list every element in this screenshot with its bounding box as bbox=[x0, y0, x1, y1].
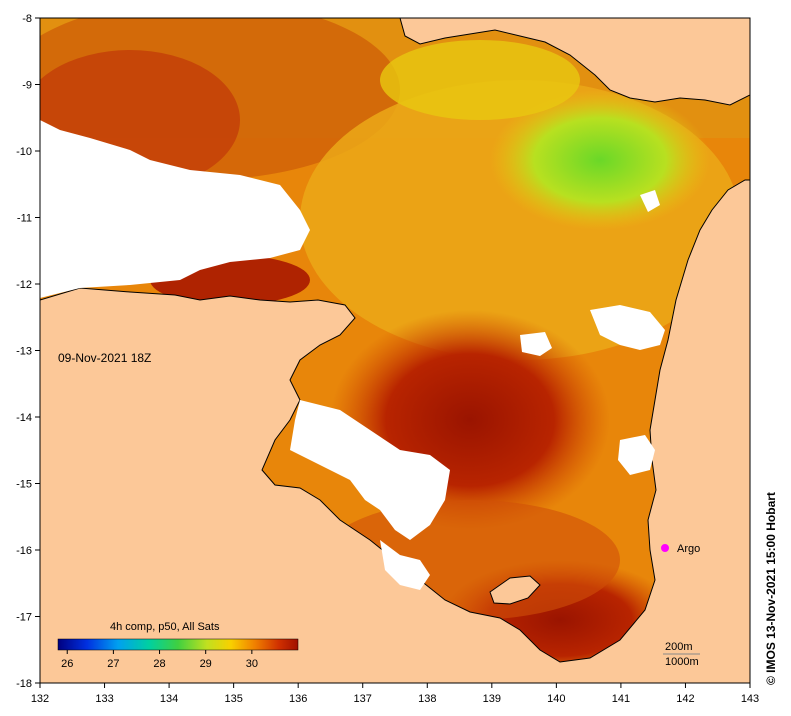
y-tick-label: -18 bbox=[16, 678, 32, 690]
cloud-mid bbox=[520, 332, 552, 356]
cloud-northeast bbox=[640, 190, 660, 212]
land-new-guinea bbox=[399, 18, 750, 106]
cloud-south-2 bbox=[380, 540, 430, 590]
x-tick-label: 139 bbox=[483, 693, 501, 705]
y-tick-label: -16 bbox=[16, 545, 32, 557]
y-tick-label: -8 bbox=[22, 13, 32, 25]
y-tick-label: -13 bbox=[16, 346, 32, 358]
contour-1000m: 1000m bbox=[665, 656, 699, 668]
x-tick-label: 135 bbox=[224, 693, 242, 705]
sst-cool-north bbox=[380, 40, 580, 120]
x-tick-label: 141 bbox=[612, 693, 630, 705]
x-tick-label: 143 bbox=[741, 693, 759, 705]
x-tick-label: 133 bbox=[95, 693, 113, 705]
y-tick-label: -15 bbox=[16, 479, 32, 491]
x-tick-label: 134 bbox=[160, 693, 178, 705]
cloud-east-1 bbox=[590, 305, 665, 350]
cloud-east-2 bbox=[618, 435, 655, 475]
argo-label: Argo bbox=[677, 543, 700, 555]
colorbar-tick-label: 30 bbox=[246, 658, 258, 670]
x-tick-label: 137 bbox=[354, 693, 372, 705]
y-tick-label: -12 bbox=[16, 279, 32, 291]
land-island bbox=[489, 575, 541, 605]
colorbar-title: 4h comp, p50, All Sats bbox=[110, 621, 220, 633]
colorbar: 4h comp, p50, All Sats 26 27 28 29 30 bbox=[57, 621, 299, 670]
y-tick-label: -17 bbox=[16, 612, 32, 624]
colorbar-ramp bbox=[57, 638, 299, 651]
y-tick-label: -14 bbox=[16, 412, 32, 424]
x-tick-label: 136 bbox=[289, 693, 307, 705]
land-australia bbox=[40, 179, 750, 683]
cloud-west bbox=[40, 120, 310, 298]
date-label: 09-Nov-2021 18Z bbox=[58, 351, 151, 365]
contour-legend: 200m 1000m bbox=[663, 641, 700, 668]
colorbar-tick-label: 29 bbox=[200, 658, 212, 670]
x-tick-label: 140 bbox=[547, 693, 565, 705]
y-tick-label: -11 bbox=[17, 213, 32, 225]
colorbar-tick-label: 27 bbox=[107, 658, 119, 670]
y-tick-label: -9 bbox=[22, 80, 32, 92]
x-tick-label: 142 bbox=[676, 693, 694, 705]
x-tick-label: 138 bbox=[418, 693, 436, 705]
contour-200m: 200m bbox=[665, 641, 693, 653]
colorbar-tick-label: 26 bbox=[61, 658, 73, 670]
cloud-south-1 bbox=[290, 400, 450, 540]
credit-label: © IMOS 13-Nov-2021 15:00 Hobart bbox=[764, 492, 778, 685]
x-axis: 132 133 134 135 136 137 138 139 140 141 142 143 bbox=[31, 683, 759, 705]
y-tick-label: -10 bbox=[16, 146, 32, 158]
argo-icon bbox=[661, 544, 669, 552]
x-tick-label: 132 bbox=[31, 693, 49, 705]
colorbar-tick-label: 28 bbox=[153, 658, 165, 670]
argo-marker: Argo bbox=[661, 543, 700, 555]
y-axis: -8 -9 -10 -11 -12 -13 -14 -15 -16 -17 -18 bbox=[16, 13, 40, 690]
